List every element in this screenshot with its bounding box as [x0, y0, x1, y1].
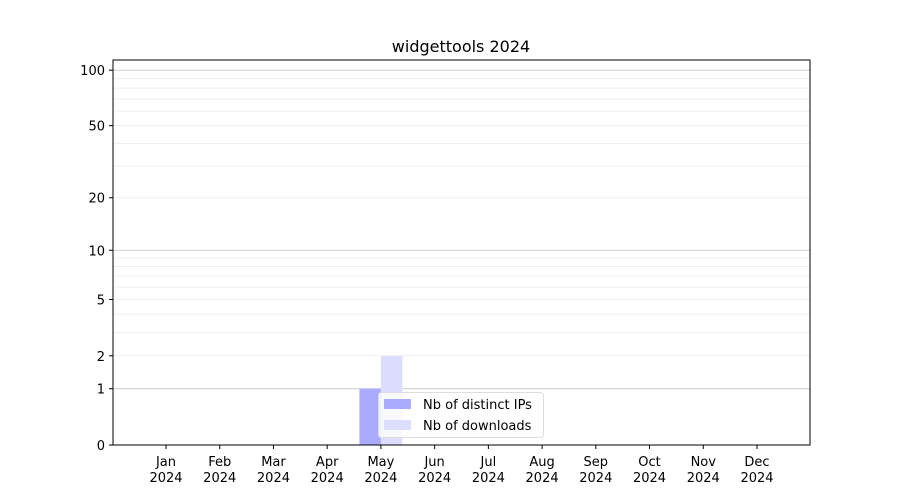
- x-tick-label: 2024: [740, 471, 773, 486]
- x-tick-label: 2024: [311, 471, 344, 486]
- legend-box: [378, 392, 544, 438]
- y-tick-label: 50: [88, 120, 105, 135]
- y-tick-label: 5: [97, 293, 105, 308]
- x-tick-label: Sep: [584, 455, 609, 470]
- x-tick-label: Jun: [423, 455, 444, 470]
- x-tick-label: 2024: [149, 471, 182, 486]
- x-axis: Jan2024Feb2024Mar2024Apr2024May2024Jun20…: [149, 445, 774, 486]
- x-tick-label: Mar: [261, 455, 286, 470]
- chart-title: widgettools 2024: [392, 37, 530, 56]
- x-tick-label: 2024: [579, 471, 612, 486]
- y-axis: 0 1 2 5 10 20 50 100: [80, 64, 113, 454]
- y-tick-label: 100: [80, 64, 105, 79]
- bar: [359, 388, 381, 445]
- legend-swatch: [384, 399, 411, 409]
- y-tick-label: 20: [88, 192, 105, 207]
- x-tick-label: Dec: [744, 455, 769, 470]
- x-tick-label: 2024: [633, 471, 666, 486]
- y-tick-label: 2: [97, 350, 105, 365]
- legend: Nb of distinct IPs Nb of downloads: [378, 392, 544, 438]
- grid: [113, 69, 810, 390]
- x-tick-label: 2024: [687, 471, 720, 486]
- x-tick-label: Feb: [208, 455, 231, 470]
- x-tick-label: Jan: [155, 455, 176, 470]
- axes-frame: [112, 59, 811, 446]
- x-tick-label: Oct: [638, 455, 660, 470]
- x-tick-label: 2024: [472, 471, 505, 486]
- x-tick-label: Aug: [529, 455, 554, 470]
- y-tick-label: 1: [97, 383, 105, 398]
- legend-label: Nb of downloads: [423, 419, 532, 434]
- y-tick-label: 0: [97, 439, 105, 454]
- legend-swatch: [384, 420, 411, 430]
- x-tick-label: 2024: [526, 471, 559, 486]
- x-tick-label: 2024: [364, 471, 397, 486]
- x-tick-label: 2024: [418, 471, 451, 486]
- y-tick-label: 10: [88, 244, 105, 259]
- x-tick-label: Jul: [480, 455, 497, 470]
- x-tick-label: Apr: [316, 455, 339, 470]
- legend-label: Nb of distinct IPs: [423, 398, 532, 413]
- x-tick-label: May: [367, 455, 394, 470]
- x-tick-label: 2024: [257, 471, 290, 486]
- x-tick-label: Nov: [691, 455, 717, 470]
- x-tick-label: 2024: [203, 471, 236, 486]
